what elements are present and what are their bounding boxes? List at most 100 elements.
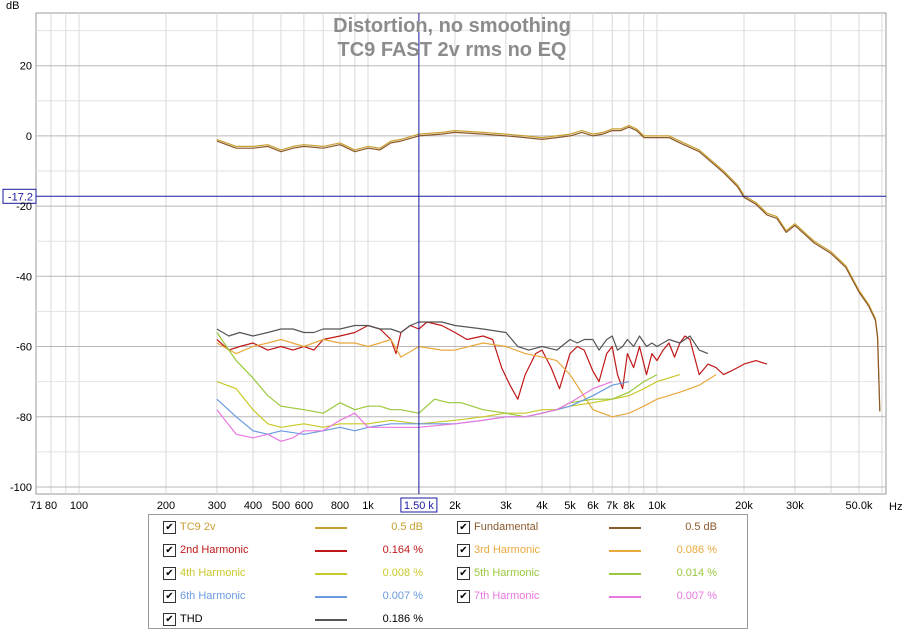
legend-value: 0.5 dB (353, 519, 423, 535)
legend-value-unit: % (704, 567, 717, 579)
x-tick-label: 30k (786, 500, 804, 512)
legend-value: 0.164 % (353, 542, 423, 558)
series-line-thd (216, 321, 709, 355)
legend-item-4th-harmonic: ✔ 4th Harmonic 0.008 % (163, 565, 443, 581)
x-tick-label: 500 (272, 500, 290, 512)
legend-swatch (315, 596, 347, 598)
x-tick-label: 3k (500, 500, 512, 512)
legend-value-number: 0.014 (676, 567, 705, 579)
legend-value-number: 0.007 (382, 590, 411, 602)
x-tick-label: 71 (30, 500, 42, 512)
y-tick-label: 0 (26, 131, 32, 143)
legend-checkbox[interactable]: ✔ (457, 521, 470, 534)
legend-label: Fundamental (474, 521, 539, 533)
legend-value-number: 0.5 (391, 521, 407, 533)
legend-checkbox[interactable]: ✔ (163, 567, 176, 580)
x-tick-label: 100 (70, 500, 88, 512)
x-tick-label: 400 (244, 500, 262, 512)
legend-value: 0.007 % (647, 588, 717, 604)
cursor-x-readout-box (400, 497, 438, 513)
x-tick-label: 20k (735, 500, 753, 512)
legend-value: 0.008 % (353, 565, 423, 581)
legend-value: 0.007 % (353, 588, 423, 604)
legend-value-unit: dB (700, 521, 717, 533)
series-line-tc9-2v (216, 124, 881, 410)
legend-value-number: 0.186 (382, 613, 411, 625)
x-tick-label: 50.0k (846, 500, 873, 512)
legend-swatch (609, 573, 641, 575)
legend-checkbox[interactable]: ✔ (163, 590, 176, 603)
grid (36, 13, 886, 494)
cursor-y-readout-box (2, 188, 37, 204)
x-tick-label: 5k (564, 500, 576, 512)
legend-value-unit: % (410, 613, 423, 625)
legend-value-number: 0.164 (382, 544, 411, 556)
cursor-x-readout: 1.50 k (404, 500, 434, 512)
legend-value-number: 0.008 (382, 567, 411, 579)
legend-label: 6th Harmonic (180, 590, 246, 602)
legend-value-number: 0.086 (676, 544, 705, 556)
x-tick-label: 7k (606, 500, 618, 512)
legend-checkbox[interactable]: ✔ (163, 521, 176, 534)
legend-value: 0.086 % (647, 542, 717, 558)
legend-checkbox[interactable]: ✔ (163, 544, 176, 557)
legend-label: 2nd Harmonic (180, 544, 249, 556)
legend-item-3rd-harmonic: ✔ 3rd Harmonic 0.086 % (457, 542, 737, 558)
y-tick-label: -40 (16, 271, 32, 283)
legend-swatch (315, 619, 347, 621)
legend-panel: ✔ TC9 2v 0.5 dB ✔ Fundamental 0.5 dB ✔ 2nd Harm… (148, 514, 748, 629)
legend-swatch (315, 550, 347, 552)
y-tick-label: -20 (16, 201, 32, 213)
x-tick-label: 600 (295, 500, 313, 512)
chart-title: Distortion, no smoothing (333, 15, 571, 37)
legend-label: 4th Harmonic (180, 567, 246, 579)
legend-item-2nd-harmonic: ✔ 2nd Harmonic 0.164 % (163, 542, 443, 558)
y-tick-label: -100 (10, 482, 32, 494)
legend-swatch (609, 527, 641, 529)
legend-checkbox[interactable]: ✔ (457, 590, 470, 603)
legend-item-tc9-2v: ✔ TC9 2v 0.5 dB (163, 519, 443, 535)
legend-item-fundamental: ✔ Fundamental 0.5 dB (457, 519, 737, 535)
series-line-7th-harmonic (216, 381, 613, 442)
cursor[interactable]: 1.50 k -17.2 (2, 13, 886, 513)
legend-swatch (609, 596, 641, 598)
legend-value-unit: dB (406, 521, 423, 533)
legend-value-number: 0.007 (676, 590, 705, 602)
legend-value: 0.014 % (647, 565, 717, 581)
series-line-3rd-harmonic (216, 338, 717, 418)
legend-value-number: 0.5 (685, 521, 701, 533)
x-tick-label: 80 (45, 500, 57, 512)
x-tick-label: 200 (157, 500, 175, 512)
x-tick-label: 300 (208, 500, 226, 512)
y-tick-label: -80 (16, 412, 32, 424)
series-lines (216, 124, 881, 442)
x-tick-label: 4k (536, 500, 548, 512)
legend-value: 0.5 dB (647, 519, 717, 535)
legend-value-unit: % (704, 544, 717, 556)
legend-checkbox[interactable]: ✔ (457, 567, 470, 580)
legend-value-unit: % (410, 544, 423, 556)
legend-swatch (315, 573, 347, 575)
legend-label: 5th Harmonic (474, 567, 540, 579)
legend-value-unit: % (410, 567, 423, 579)
tick-labels: 71 80 100 200 300 400 500 600 800 1k 2k 3k 4k 5k 6k 7k 8… (10, 61, 873, 512)
cursor-y-readout: -17.2 (8, 191, 33, 203)
series-line-fundamental (216, 126, 881, 412)
legend-value-unit: % (704, 590, 717, 602)
legend-swatch (609, 550, 641, 552)
x-tick-label: 2k (449, 500, 461, 512)
series-line-6th-harmonic (216, 381, 630, 435)
legend-checkbox[interactable]: ✔ (163, 613, 176, 626)
legend-checkbox[interactable]: ✔ (457, 544, 470, 557)
series-line-2nd-harmonic (216, 321, 768, 400)
x-tick-label: 10k (648, 500, 666, 512)
legend-label: THD (180, 613, 203, 625)
legend-item-6th-harmonic: ✔ 6th Harmonic 0.007 % (163, 588, 443, 604)
legend-item-thd: ✔ THD 0.186 % (163, 611, 443, 627)
legend-value-unit: % (410, 590, 423, 602)
plot-area (35, 12, 887, 495)
x-tick-label: 6k (587, 500, 599, 512)
legend-item-7th-harmonic: ✔ 7th Harmonic 0.007 % (457, 588, 737, 604)
x-tick-label: 800 (331, 500, 349, 512)
